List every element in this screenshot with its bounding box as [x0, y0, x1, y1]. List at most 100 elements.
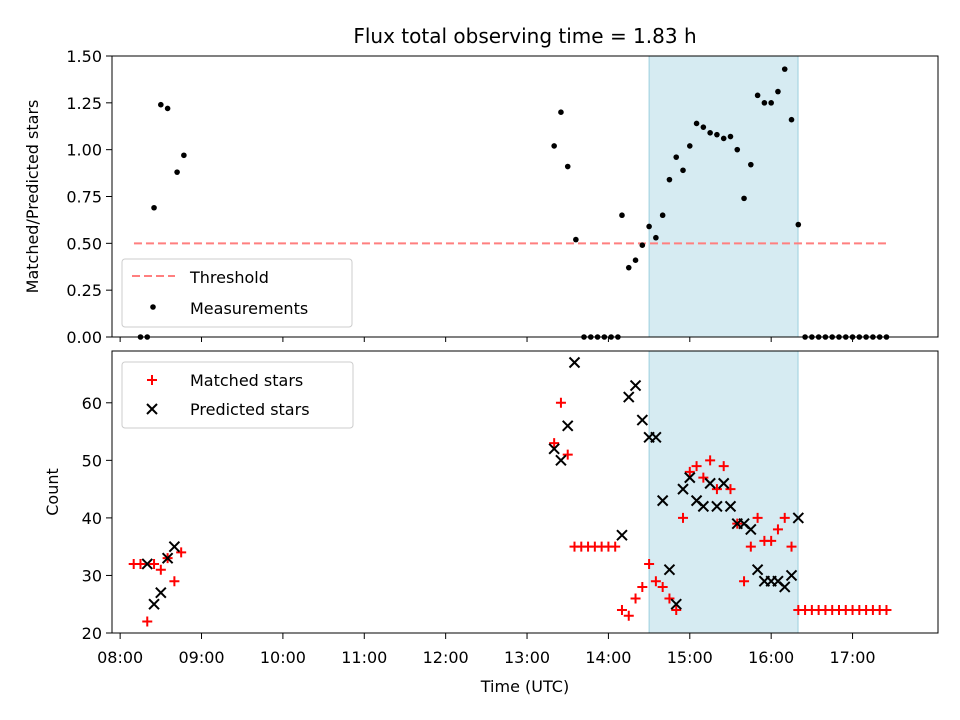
predicted-star-point: [779, 581, 791, 593]
measurement-point: [734, 146, 741, 153]
predicted-star-point: [670, 598, 682, 610]
count-y-tick-label: 30: [82, 566, 102, 585]
matched-star-point: [610, 541, 621, 552]
count-y-tick-label: 60: [82, 394, 102, 413]
time-x-tick-label: 13:00: [504, 648, 550, 667]
matched-star-point: [637, 581, 648, 592]
matched-star-point: [786, 541, 797, 552]
matched-star-point: [142, 616, 153, 627]
legend-predicted-cross: [146, 403, 158, 415]
predicted-star-point: [636, 414, 649, 426]
measurement-point: [693, 120, 700, 127]
matched-star-point: [739, 576, 750, 587]
measurement-point: [727, 133, 734, 140]
predicted-star-point: [161, 552, 174, 564]
measurement-point: [673, 154, 680, 160]
matched-star-point: [555, 397, 566, 408]
count-legend: Matched stars Predicted stars: [121, 361, 354, 429]
predicted-star-point: [717, 477, 730, 490]
measurement-point: [646, 223, 652, 230]
count-y-axis-label: Count: [43, 468, 62, 516]
matched-star-point: [664, 593, 675, 604]
measurement-point: [659, 212, 666, 219]
predicted-star-point: [684, 471, 696, 484]
matched-star-point: [149, 558, 160, 569]
matched-star-point: [623, 610, 634, 621]
predicted-star-point: [724, 500, 737, 513]
time-x-tick-label: 12:00: [423, 648, 469, 667]
matched-star-point: [630, 593, 641, 604]
measurement-point: [707, 130, 713, 136]
ratio-y-axis-label: Matched/Predicted stars: [23, 100, 42, 294]
matched-star-point: [766, 535, 777, 546]
matched-star-point: [691, 461, 702, 472]
measurement-point: [573, 236, 579, 243]
measurement-point: [625, 264, 632, 271]
measurement-point: [788, 116, 795, 123]
predicted-star-point: [548, 443, 560, 455]
ratio-legend-box: [121, 258, 353, 328]
measurement-point: [686, 143, 693, 149]
count-y-tick-label: 20: [82, 624, 102, 643]
predicted-star-point: [792, 512, 805, 524]
matched-star-point: [562, 449, 573, 460]
measurement-point: [775, 88, 781, 95]
count-y-tick-label: 40: [82, 509, 102, 528]
measurement-point: [639, 242, 646, 249]
count-panel-frame: [111, 350, 939, 634]
predicted-star-point: [677, 483, 689, 495]
matched-star-point: [718, 461, 729, 472]
matched-star-point: [549, 438, 560, 449]
ratio-panel-frame: [111, 55, 939, 338]
matched-star-point: [698, 472, 709, 483]
measurement-point: [551, 143, 557, 149]
time-x-tick-label: 15:00: [667, 648, 713, 667]
legend-matched-plus: [147, 375, 157, 385]
legend-predicted-label: Predicted stars: [190, 400, 310, 419]
predicted-star-point: [663, 563, 676, 576]
matched-star-point: [745, 541, 756, 552]
time-x-tick-label: 08:00: [97, 648, 143, 667]
predicted-star-point: [711, 500, 723, 513]
measurement-point: [151, 204, 157, 211]
ratio-panel: 0.00 0.25 0.50 0.75 1.00 1.25 1.50 Flux total …: [23, 24, 939, 347]
matched-star-point: [155, 564, 166, 575]
matched-star-point: [881, 604, 892, 615]
predicted-star-point: [650, 431, 662, 444]
measurement-point: [741, 195, 747, 202]
predicted-star-point: [785, 569, 798, 582]
measurement-point: [720, 135, 727, 142]
time-x-tick-label: 14:00: [585, 648, 631, 667]
predicted-star-point: [629, 379, 642, 392]
time-x-tick-label: 17:00: [829, 648, 875, 667]
predicted-star-point: [623, 391, 635, 403]
measurement-point: [754, 92, 761, 99]
ratio-y-tick-label: 0.00: [66, 328, 102, 347]
time-x-tick-label: 16:00: [748, 648, 794, 667]
measurement-point: [619, 212, 625, 219]
predicted-star-point: [155, 587, 167, 599]
predicted-star-point: [168, 540, 181, 553]
predicted-star-point: [704, 477, 716, 490]
matched-star-point: [135, 558, 146, 569]
ratio-legend: Threshold Measurements: [121, 258, 353, 328]
matched-star-point: [725, 484, 736, 495]
predicted-star-point: [656, 494, 669, 507]
count-legend-box: [121, 361, 354, 429]
measurement-point: [558, 109, 564, 115]
predicted-star-point: [697, 500, 710, 513]
matched-star-point: [169, 576, 180, 587]
ratio-shaded-interval: [648, 55, 799, 338]
legend-matched-label: Matched stars: [190, 371, 303, 390]
time-x-tick-label: 09:00: [178, 648, 224, 667]
predicted-star-point: [562, 420, 574, 432]
ratio-y-tick-label: 1.00: [66, 141, 102, 160]
matched-star-point: [616, 604, 627, 615]
predicted-star-point: [568, 356, 581, 369]
measurement-point: [181, 152, 187, 159]
measurement-point: [653, 234, 659, 241]
matched-star-point: [671, 604, 682, 615]
measurement-point: [748, 161, 754, 168]
ratio-y-tick-label: 0.75: [66, 188, 102, 207]
